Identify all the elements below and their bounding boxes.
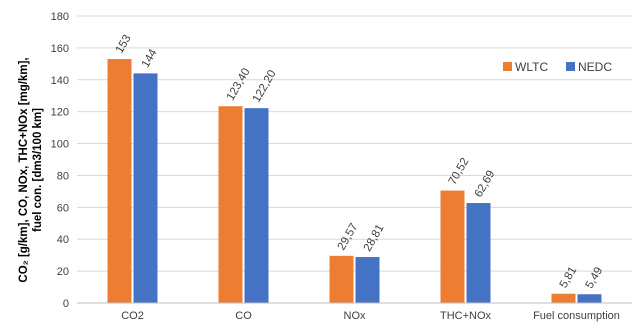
y-tick-label: 0 [63,298,69,310]
bars [107,59,602,304]
bar-wltc-nox [329,255,354,303]
y-tick-label: 160 [51,43,69,55]
bar-wltc-co2 [107,59,132,303]
bar-nedc-co [244,108,269,303]
bar-nedc-thc-nox [466,203,491,303]
data-label: 5,49 [584,265,606,290]
data-label: 122,20 [251,68,279,104]
y-tick-label: 40 [57,234,69,246]
legend-label-wltc: WLTC [515,60,548,74]
legend: WLTC NEDC [503,60,612,74]
data-label: 5,81 [558,265,580,290]
y-axis-title-line-2: fuel con. [dm3/100 km] [32,108,44,232]
x-axis-ticks: CO2 CO NOx THC+NOx Fuel consumption [121,310,620,322]
bar-nedc-nox [355,257,380,303]
legend-swatch-nedc [566,62,575,71]
y-axis-title-line-1: CO₂ [g/km], CO, NOx, THC+NOx [mg/km], [18,57,30,282]
y-axis-ticks: 0 20 40 60 80 100 120 140 160 180 [51,11,69,310]
bar-nedc-co2 [133,73,158,304]
y-tick-label: 80 [57,170,69,182]
legend-swatch-wltc [503,62,512,71]
data-label: 28,81 [362,223,387,254]
y-tick-label: 60 [57,202,69,214]
y-tick-label: 100 [51,139,69,151]
x-tick-label: CO2 [121,310,144,322]
data-label: 144 [140,47,160,70]
gridlines [77,15,632,272]
data-label: 123,40 [225,66,253,102]
x-tick-label: CO [235,310,252,322]
data-label: 70,52 [447,156,472,187]
y-tick-label: 120 [51,107,69,119]
x-tick-label: THC+NOx [440,310,492,322]
x-tick-label: Fuel consumption [533,310,620,322]
data-label: 153 [114,33,134,56]
x-tick-label: NOx [344,310,367,322]
legend-label-nedc: NEDC [578,60,612,74]
bar-wltc-co [218,106,243,304]
y-tick-label: 20 [57,266,69,278]
bar-wltc-thc-nox [440,190,465,303]
bar-nedc-fuel-consumption [577,294,602,303]
data-label: 29,57 [336,221,361,252]
y-tick-label: 180 [51,11,69,23]
bar-wltc-fuel-consumption [551,293,576,303]
y-axis-title: CO₂ [g/km], CO, NOx, THC+NOx [mg/km], fu… [18,57,44,282]
y-tick-label: 140 [51,75,69,87]
data-label: 62,69 [473,169,498,200]
